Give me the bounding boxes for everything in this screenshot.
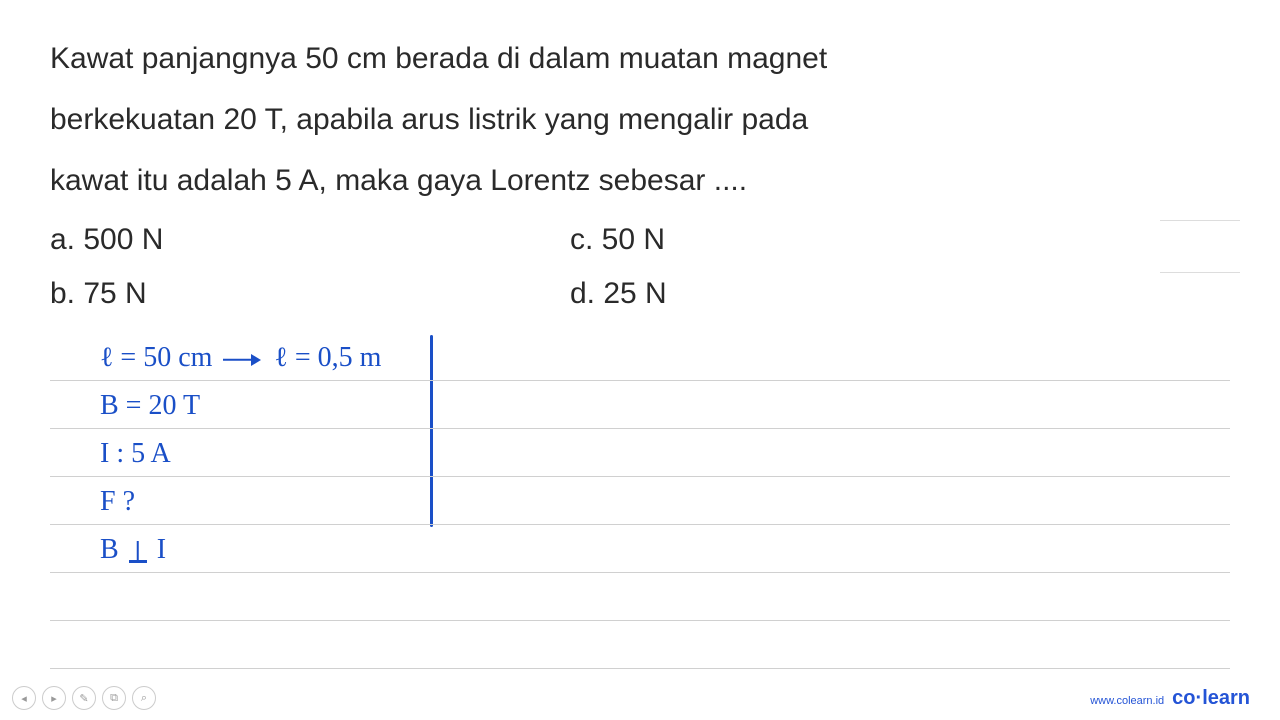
notebook-line-5: B I: [50, 525, 1230, 573]
option-d: d. 25 N: [570, 267, 1230, 321]
handwriting-line-1: ℓ = 50 cm ℓ = 0,5 m: [100, 342, 381, 374]
question-line-1: Kawat panjangnya 50 cm berada di dalam m…: [50, 30, 1230, 87]
handwriting-line-3: I : 5 A: [100, 438, 171, 470]
perpendicular-icon: [129, 541, 147, 563]
rule-mark-2: [1160, 272, 1240, 273]
brand-logo: co·learn: [1172, 687, 1250, 710]
question-line-2: berkekuatan 20 T, apabila arus listrik y…: [50, 91, 1230, 148]
hw-l-converted: ℓ = 0,5 m: [274, 342, 381, 373]
handwriting-line-4: F ?: [100, 486, 135, 518]
edit-button[interactable]: ✎: [72, 686, 96, 710]
hw-i-symbol: I: [157, 534, 166, 565]
copy-button[interactable]: ⧉: [102, 686, 126, 710]
handwriting-line-5: B I: [100, 534, 166, 566]
notebook-line-7: [50, 621, 1230, 669]
player-controls: ◂ ▸ ✎ ⧉ ⌕: [12, 686, 156, 710]
option-a: a. 500 N: [50, 213, 570, 267]
notebook-line-2: B = 20 T: [50, 381, 1230, 429]
brand-name-right: learn: [1202, 687, 1250, 709]
hw-l-value: ℓ = 50 cm: [100, 342, 212, 373]
notebook-line-6: [50, 573, 1230, 621]
bottom-bar: ◂ ▸ ✎ ⧉ ⌕ www.colearn.id co·learn: [0, 676, 1280, 720]
brand-url: www.colearn.id: [1090, 695, 1164, 707]
rule-mark-1: [1160, 220, 1240, 221]
hw-b-symbol: B: [100, 534, 119, 565]
handwriting-line-2: B = 20 T: [100, 390, 200, 422]
zoom-button[interactable]: ⌕: [132, 686, 156, 710]
brand-area: www.colearn.id co·learn: [1090, 687, 1250, 710]
brand-name-left: co: [1172, 687, 1195, 709]
prev-button[interactable]: ◂: [12, 686, 36, 710]
options-container: a. 500 N b. 75 N c. 50 N d. 25 N: [50, 213, 1230, 321]
next-button[interactable]: ▸: [42, 686, 66, 710]
notebook-line-4: F ?: [50, 477, 1230, 525]
question-line-3: kawat itu adalah 5 A, maka gaya Lorentz …: [50, 152, 1230, 209]
option-c: c. 50 N: [570, 213, 1230, 267]
notebook-area: ℓ = 50 cm ℓ = 0,5 m B = 20 T I : 5 A F ?…: [0, 333, 1280, 669]
notebook-line-1: ℓ = 50 cm ℓ = 0,5 m: [50, 333, 1230, 381]
option-b: b. 75 N: [50, 267, 570, 321]
notebook-line-3: I : 5 A: [50, 429, 1230, 477]
